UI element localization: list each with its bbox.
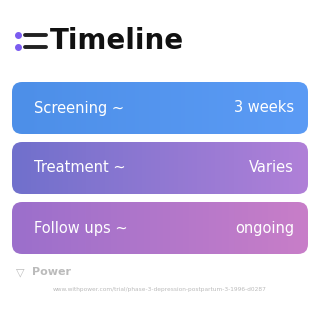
Text: Screening ~: Screening ~ — [34, 100, 124, 115]
Text: Power: Power — [32, 267, 71, 277]
FancyBboxPatch shape — [12, 142, 308, 194]
FancyBboxPatch shape — [12, 82, 308, 134]
Text: ongoing: ongoing — [235, 220, 294, 235]
Text: Timeline: Timeline — [50, 27, 184, 55]
Text: Follow ups ~: Follow ups ~ — [34, 220, 128, 235]
Text: ▽: ▽ — [16, 267, 24, 277]
FancyBboxPatch shape — [12, 202, 308, 254]
Text: Treatment ~: Treatment ~ — [34, 161, 126, 176]
Text: www.withpower.com/trial/phase-3-depression-postpartum-3-1996-d0287: www.withpower.com/trial/phase-3-depressi… — [53, 286, 267, 291]
Text: Varies: Varies — [249, 161, 294, 176]
Text: 3 weeks: 3 weeks — [234, 100, 294, 115]
